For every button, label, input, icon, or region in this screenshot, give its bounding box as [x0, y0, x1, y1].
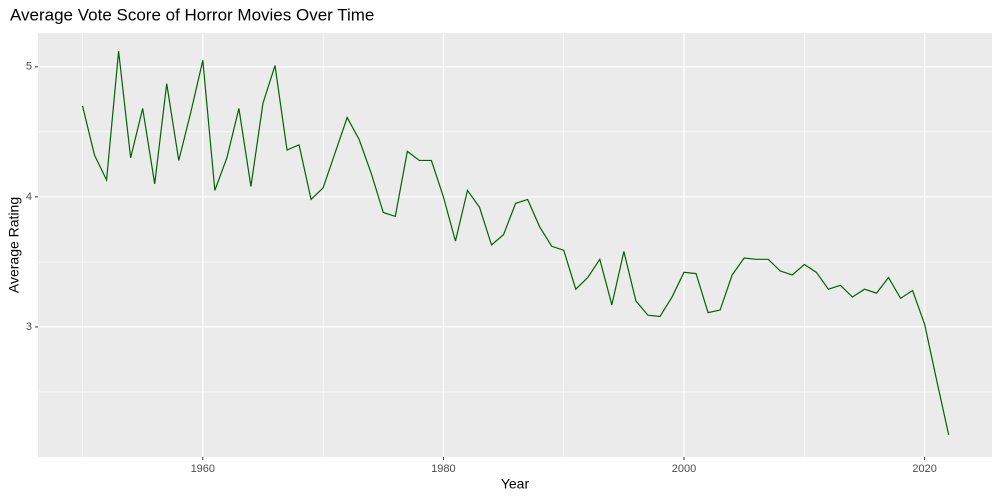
- y-axis-label: Average Rating: [6, 197, 22, 293]
- chart-title: Average Vote Score of Horror Movies Over…: [10, 5, 374, 24]
- data-line: [81, 51, 950, 436]
- y-tick-label: 3: [26, 321, 32, 333]
- x-tick-label: 1980: [431, 463, 455, 475]
- x-tick-label: 2000: [672, 463, 696, 475]
- y-tick-label: 5: [26, 61, 32, 73]
- x-tick-label: 2020: [912, 463, 936, 475]
- y-tick-label: 4: [26, 191, 32, 203]
- x-tick-label: 1960: [191, 463, 215, 475]
- plot-panel: [38, 33, 992, 457]
- x-axis-label: Year: [501, 476, 530, 492]
